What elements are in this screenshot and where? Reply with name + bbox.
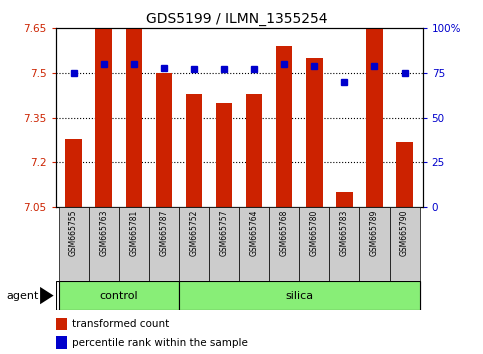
Bar [216,103,232,207]
FancyBboxPatch shape [149,207,179,281]
Text: GSM665755: GSM665755 [69,209,78,256]
Bar [126,28,142,207]
Text: GSM665764: GSM665764 [250,209,258,256]
FancyBboxPatch shape [239,207,269,281]
Text: control: control [99,291,138,301]
Bar [366,28,383,207]
Bar [65,138,82,207]
Bar [96,28,112,207]
Text: GSM665757: GSM665757 [220,209,228,256]
Text: GSM665768: GSM665768 [280,209,289,256]
FancyBboxPatch shape [58,281,179,310]
Text: GDS5199 / ILMN_1355254: GDS5199 / ILMN_1355254 [146,12,327,27]
FancyBboxPatch shape [89,207,119,281]
Text: GSM665763: GSM665763 [99,209,108,256]
Text: GSM665752: GSM665752 [189,209,199,256]
FancyBboxPatch shape [299,207,329,281]
FancyBboxPatch shape [179,207,209,281]
Text: transformed count: transformed count [72,319,170,329]
FancyBboxPatch shape [329,207,359,281]
Bar [56,336,67,349]
Text: GSM665790: GSM665790 [400,209,409,256]
Text: GSM665783: GSM665783 [340,209,349,256]
Bar [306,58,323,207]
Text: agent: agent [6,291,39,301]
Text: GSM665781: GSM665781 [129,209,138,256]
FancyBboxPatch shape [389,207,420,281]
Bar [246,94,262,207]
FancyBboxPatch shape [179,281,420,310]
FancyBboxPatch shape [359,207,389,281]
Text: silica: silica [285,291,313,301]
Bar [396,142,413,207]
FancyBboxPatch shape [209,207,239,281]
Text: GSM665780: GSM665780 [310,209,319,256]
Text: percentile rank within the sample: percentile rank within the sample [72,338,248,348]
FancyBboxPatch shape [56,281,420,310]
Text: GSM665787: GSM665787 [159,209,169,256]
FancyBboxPatch shape [119,207,149,281]
Bar [336,192,353,207]
FancyBboxPatch shape [58,207,89,281]
Bar [56,318,67,330]
FancyBboxPatch shape [269,207,299,281]
Polygon shape [40,287,54,304]
Bar [156,73,172,207]
Text: GSM665789: GSM665789 [370,209,379,256]
Bar [185,94,202,207]
Bar [276,46,293,207]
